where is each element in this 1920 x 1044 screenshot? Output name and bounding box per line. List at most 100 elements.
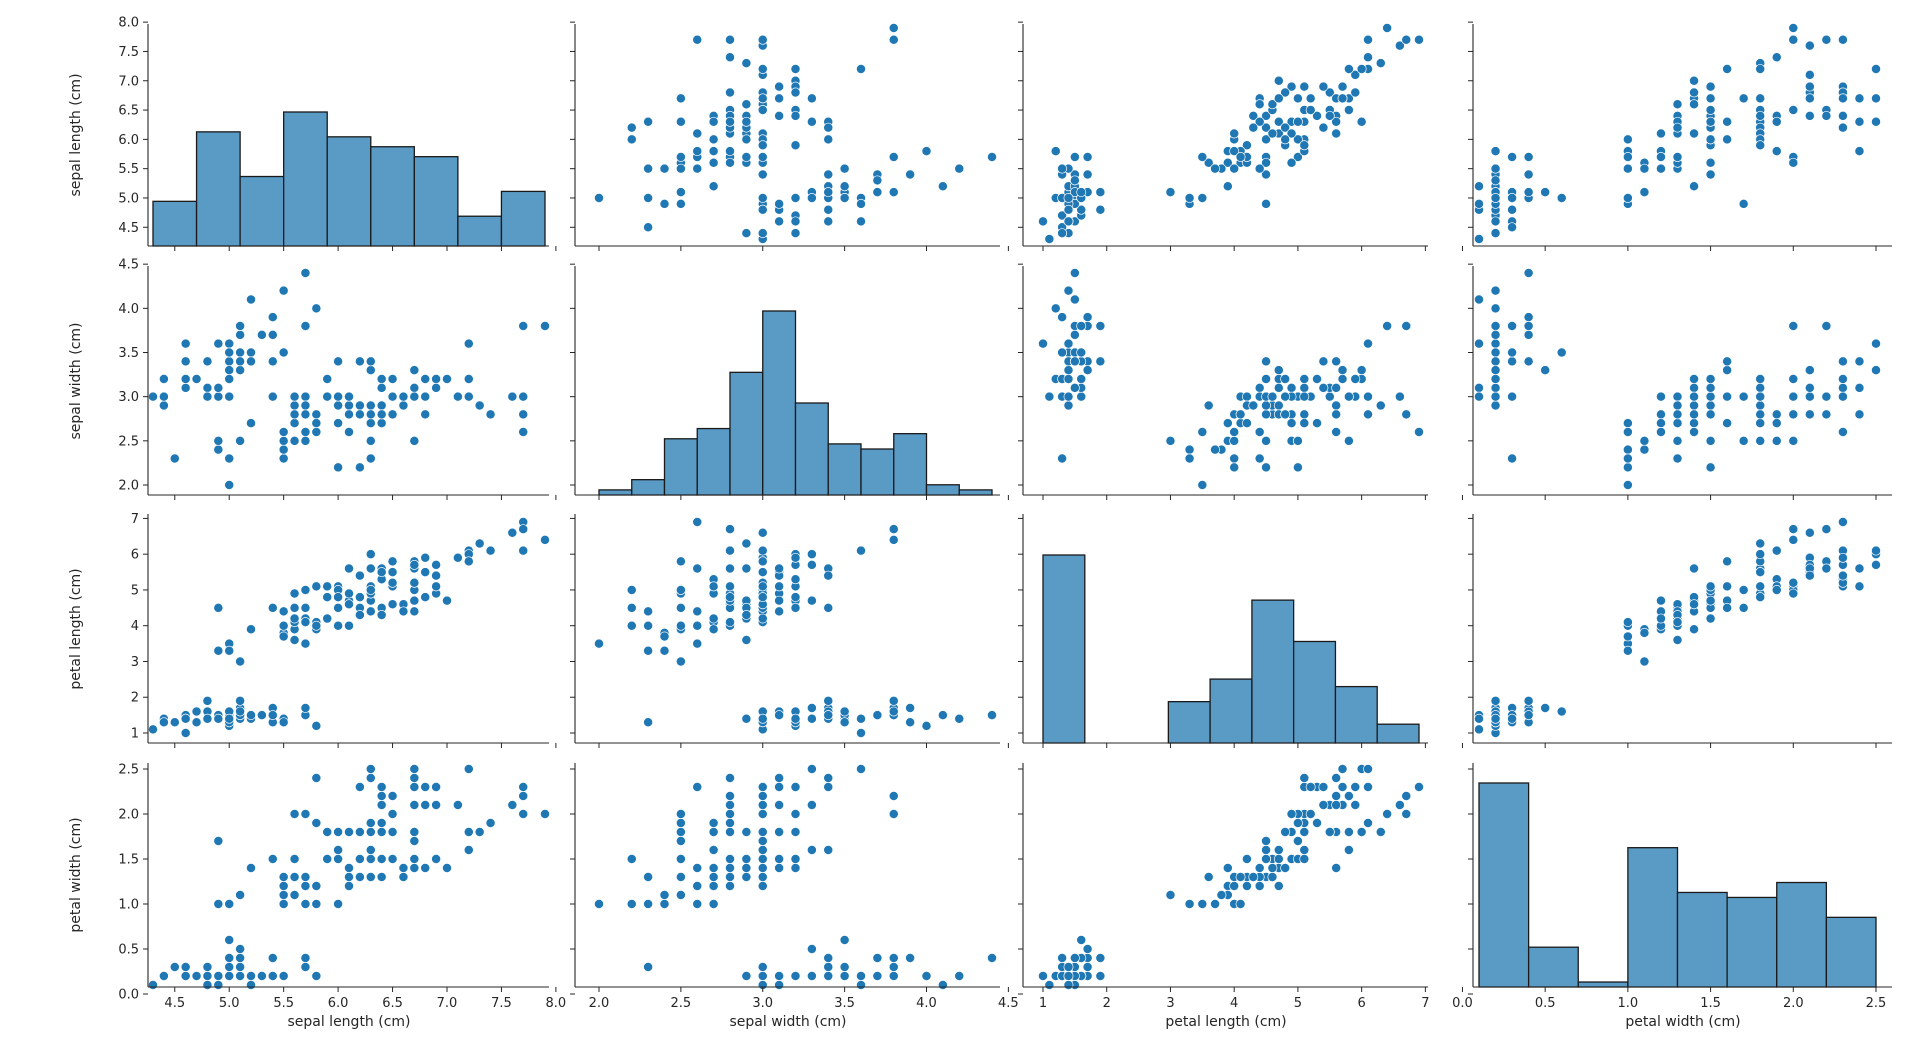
scatter-point (856, 198, 866, 209)
histogram-bar (1825, 916, 1877, 988)
scatter-point (1050, 146, 1061, 157)
scatter-point (675, 809, 686, 819)
scatter-point (452, 552, 463, 563)
scatter-point (708, 818, 719, 828)
scatter-point (823, 570, 834, 581)
histogram-bar (457, 215, 503, 247)
scatter-point (741, 538, 752, 549)
scatter-point (1363, 391, 1373, 402)
scatter-point (1771, 418, 1782, 429)
scatter-point (300, 400, 311, 411)
scatter-point (1689, 75, 1699, 86)
scatter-point (365, 764, 376, 774)
scatter-point (1804, 40, 1815, 51)
scatter-point (757, 556, 768, 567)
scatter-point (1490, 382, 1501, 393)
scatter-point (1622, 444, 1633, 455)
scatter-point (1804, 391, 1815, 402)
scatter-point (1689, 87, 1699, 98)
scatter-point (1076, 935, 1087, 945)
scatter-point (1837, 570, 1848, 581)
scatter-point (725, 872, 735, 882)
histogram-bar (1478, 782, 1530, 988)
scatter-point (1490, 193, 1501, 203)
scatter-point (463, 374, 474, 384)
histogram-bar (1292, 640, 1337, 744)
scatter-point (823, 187, 834, 198)
scatter-point (1705, 595, 1716, 606)
scatter-point (322, 854, 333, 864)
scatter-point (409, 800, 420, 810)
scatter-point (344, 563, 354, 574)
x-tick-label: 4.5 (998, 996, 1019, 1011)
scatter-point (1375, 58, 1386, 69)
scatter-point (1656, 391, 1666, 402)
panel-sepal-width-vs-sepal-length: 2.0 2.5 3.0 3.5 4.0 4.5 (118, 258, 557, 500)
scatter-point (1854, 146, 1865, 157)
scatter-point (1523, 321, 1534, 331)
scatter-point (1063, 285, 1074, 296)
scatter-point (246, 294, 256, 305)
scatter-point (409, 854, 420, 864)
scatter-point (1241, 418, 1252, 429)
scatter-point (376, 872, 387, 882)
scatter-point (1063, 980, 1074, 990)
scatter-point (1507, 391, 1518, 402)
scatter-point (365, 818, 376, 828)
scatter-point (1305, 782, 1316, 792)
y-tick-label: 4 (131, 619, 139, 634)
scatter-point (1474, 391, 1484, 402)
histogram-bar (1251, 599, 1295, 744)
scatter-point (311, 881, 322, 891)
scatter-point (1184, 444, 1195, 455)
x-axis-label-petal-length: petal length (cm) (1165, 1014, 1286, 1030)
scatter-point (806, 713, 817, 724)
scatter-point (1672, 435, 1683, 446)
scatter-point (1318, 81, 1329, 92)
scatter-point (333, 356, 344, 367)
scatter-point (1082, 962, 1093, 972)
scatter-point (757, 64, 768, 74)
scatter-point (1299, 382, 1310, 393)
scatter-point (354, 854, 365, 864)
scatter-point (267, 971, 278, 981)
y-tick-label: 2.5 (118, 434, 139, 449)
scatter-point (888, 695, 899, 706)
scatter-point (1689, 99, 1699, 110)
scatter-point (1871, 365, 1881, 376)
scatter-point (692, 34, 703, 45)
scatter-point (398, 606, 409, 617)
scatter-point (1331, 382, 1342, 393)
scatter-point (790, 216, 801, 227)
scatter-point (376, 782, 387, 792)
scatter-point (1705, 93, 1716, 104)
scatter-point (921, 146, 932, 157)
scatter-point (806, 764, 817, 774)
scatter-point (365, 845, 376, 855)
scatter-point (774, 93, 785, 104)
scatter-point (1312, 418, 1322, 429)
scatter-point (1490, 356, 1501, 367)
histogram-bar (195, 131, 241, 247)
scatter-point (333, 899, 344, 909)
scatter-point (1229, 146, 1240, 157)
scatter-point (376, 791, 387, 801)
scatter-point (823, 695, 834, 706)
scatter-point (1299, 140, 1310, 151)
scatter-point (1210, 444, 1221, 455)
scatter-point (757, 809, 768, 819)
scatter-point (888, 971, 899, 981)
scatter-point (1755, 382, 1766, 393)
x-tick-label: 2.5 (1866, 996, 1887, 1011)
scatter-point (420, 374, 431, 384)
scatter-point (1622, 151, 1633, 162)
scatter-point (1722, 116, 1733, 127)
scatter-point (659, 163, 670, 174)
histogram-bar (794, 402, 829, 496)
scatter-point (278, 899, 289, 909)
scatter-point (1788, 588, 1799, 599)
x-tick-label: 0.5 (1535, 996, 1556, 1011)
scatter-point (289, 588, 300, 599)
scatter-point (1095, 204, 1106, 215)
scatter-point (213, 980, 224, 990)
